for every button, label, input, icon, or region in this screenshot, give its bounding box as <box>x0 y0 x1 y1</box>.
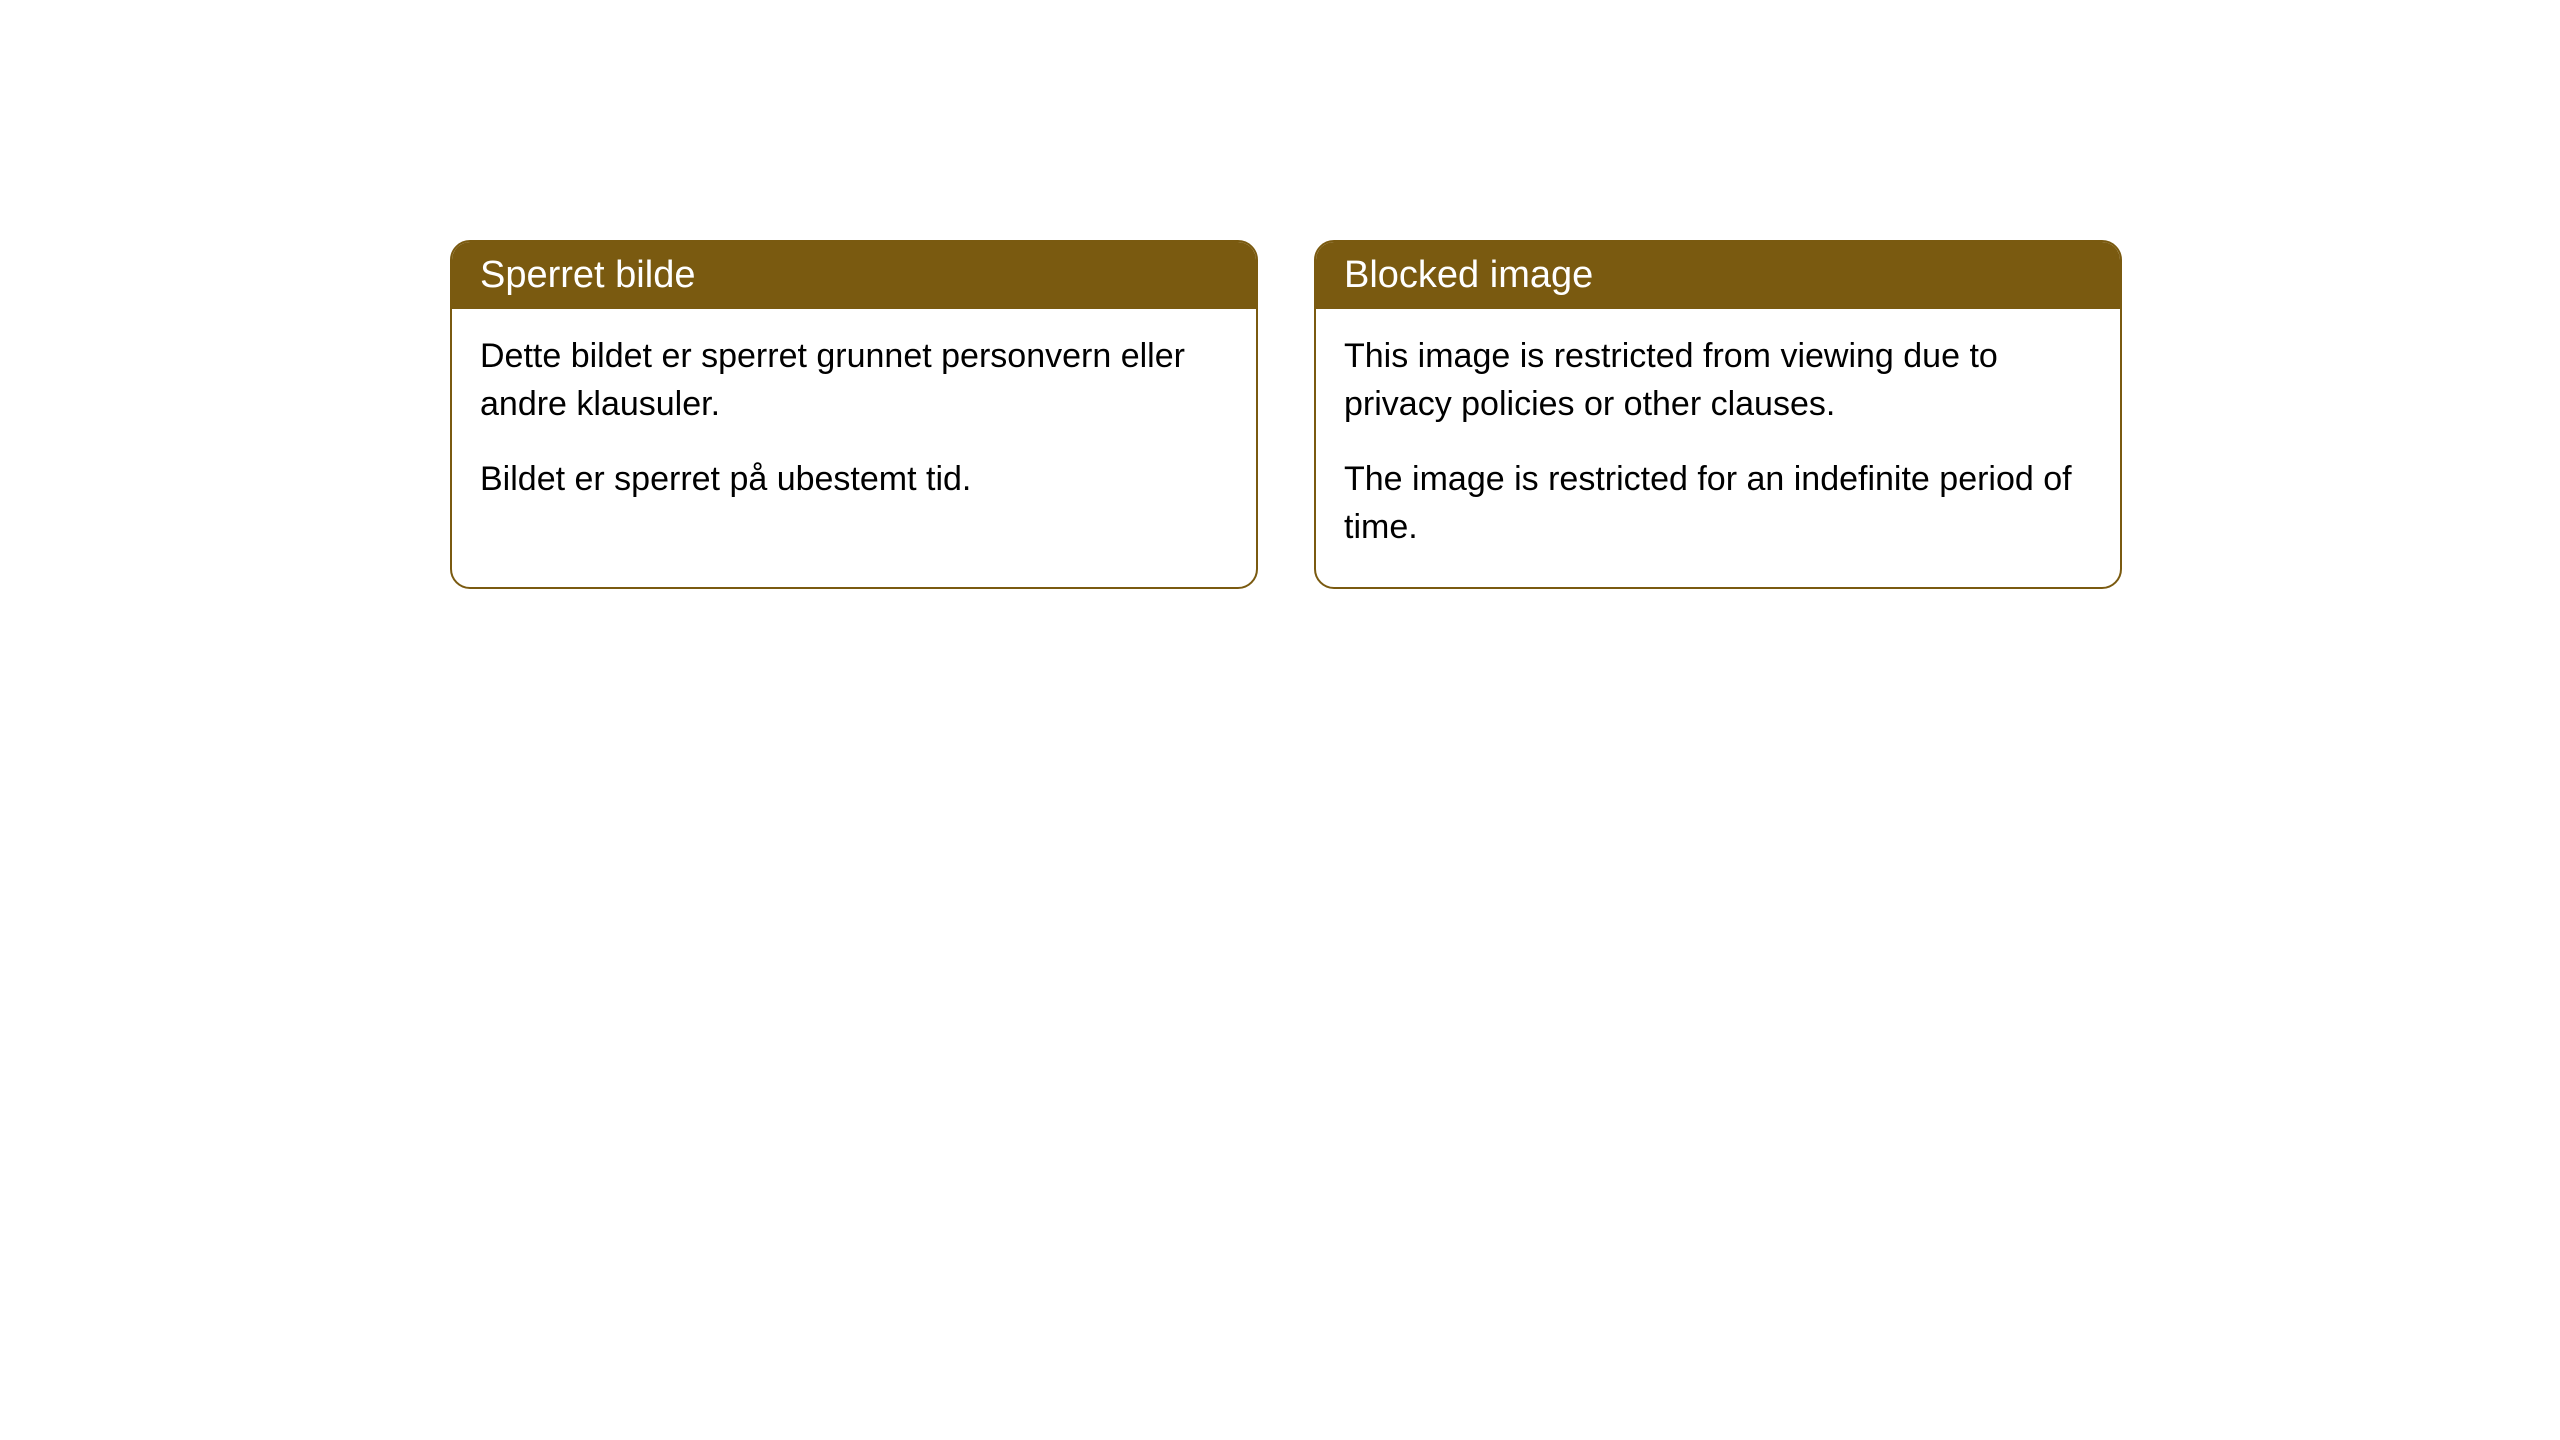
blocked-image-card-norwegian: Sperret bilde Dette bildet er sperret gr… <box>450 240 1258 589</box>
card-paragraph-1: This image is restricted from viewing du… <box>1344 333 2092 428</box>
blocked-image-card-english: Blocked image This image is restricted f… <box>1314 240 2122 589</box>
card-title: Sperret bilde <box>480 254 695 296</box>
card-paragraph-1: Dette bildet er sperret grunnet personve… <box>480 333 1228 428</box>
card-paragraph-2: The image is restricted for an indefinit… <box>1344 456 2092 551</box>
card-body: Dette bildet er sperret grunnet personve… <box>452 309 1256 540</box>
card-header: Blocked image <box>1316 242 2120 309</box>
notice-cards-container: Sperret bilde Dette bildet er sperret gr… <box>450 240 2560 589</box>
card-title: Blocked image <box>1344 254 1593 296</box>
card-paragraph-2: Bildet er sperret på ubestemt tid. <box>480 456 1228 504</box>
card-header: Sperret bilde <box>452 242 1256 309</box>
card-body: This image is restricted from viewing du… <box>1316 309 2120 587</box>
